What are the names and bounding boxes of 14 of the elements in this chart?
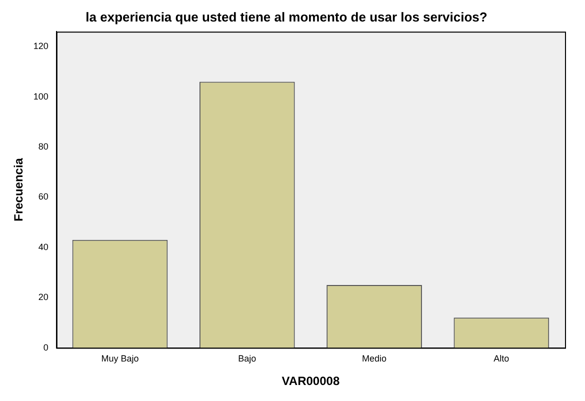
- y-tick-label: 80: [38, 142, 48, 152]
- y-axis-title: Frecuencia: [12, 158, 26, 222]
- x-tick-label: Bajo: [238, 354, 256, 364]
- x-axis-title: VAR00008: [282, 374, 340, 388]
- y-tick-label: 60: [38, 192, 48, 202]
- y-tick-label: 40: [38, 242, 48, 252]
- y-tick-label: 20: [38, 292, 48, 302]
- chart-title: la experiencia que usted tiene al momento de usar los servicios?: [86, 9, 488, 24]
- y-tick-label: 120: [33, 41, 48, 52]
- x-tick-label: Alto: [494, 354, 510, 364]
- y-tick-label: 0: [43, 342, 48, 352]
- x-tick-label: Muy Bajo: [101, 354, 139, 364]
- y-tick-label: 100: [33, 91, 48, 102]
- x-tick-label: Medio: [362, 354, 387, 364]
